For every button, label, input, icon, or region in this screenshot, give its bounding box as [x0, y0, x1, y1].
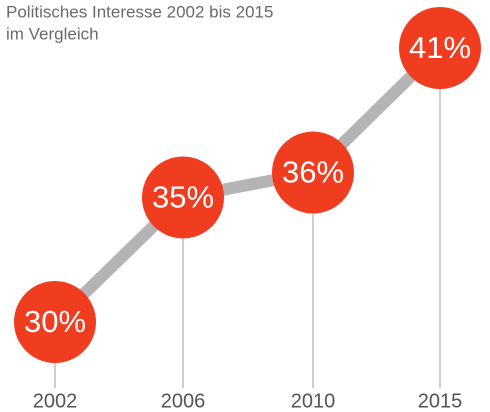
- value-label: 35%: [152, 180, 214, 215]
- x-tick-label: 2006: [161, 390, 206, 412]
- connector-line: [50, 43, 445, 327]
- value-label: 36%: [282, 155, 344, 190]
- x-tick-label: 2002: [33, 390, 78, 412]
- x-tick-label: 2015: [418, 390, 463, 412]
- x-tick-label: 2010: [291, 390, 336, 412]
- chart-title: Politisches Interesse 2002 bis 2015: [6, 2, 273, 21]
- chart-title: im Vergleich: [6, 24, 99, 43]
- point-circle: [142, 156, 224, 239]
- point-circle: [14, 281, 96, 363]
- point-circle: [399, 7, 481, 89]
- value-label: 41%: [409, 30, 471, 65]
- value-label: 30%: [24, 304, 86, 339]
- point-circle: [272, 131, 354, 214]
